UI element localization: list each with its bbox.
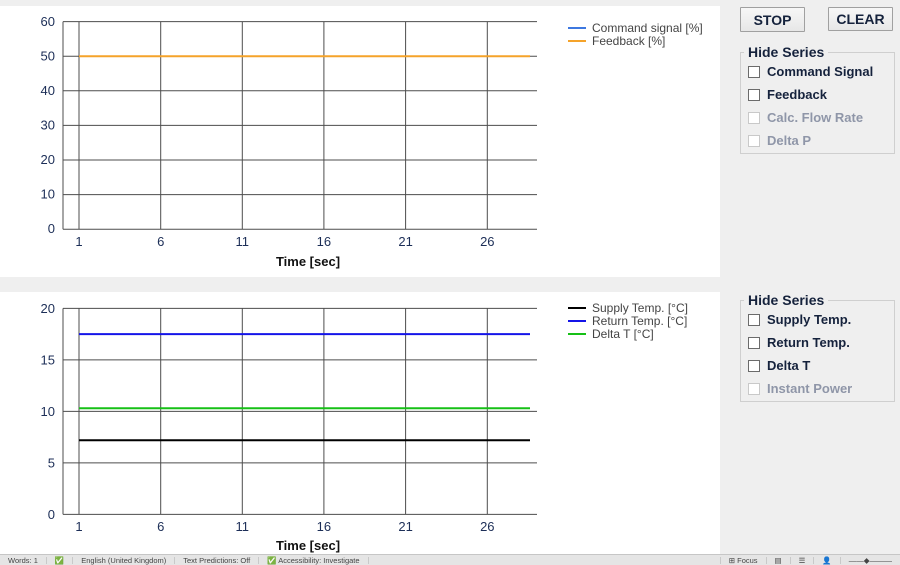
- svg-text:1: 1: [75, 519, 82, 534]
- svg-text:20: 20: [41, 152, 55, 167]
- svg-text:16: 16: [317, 519, 331, 534]
- svg-text:0: 0: [48, 507, 55, 522]
- svg-text:21: 21: [398, 234, 412, 249]
- svg-text:6: 6: [157, 519, 164, 534]
- svg-text:6: 6: [157, 234, 164, 249]
- svg-text:60: 60: [41, 14, 55, 29]
- svg-text:0: 0: [48, 221, 55, 236]
- svg-text:50: 50: [41, 49, 55, 64]
- svg-text:21: 21: [398, 519, 412, 534]
- svg-text:10: 10: [41, 187, 55, 202]
- svg-text:40: 40: [41, 83, 55, 98]
- svg-text:11: 11: [236, 519, 250, 534]
- svg-text:Time [sec]: Time [sec]: [276, 538, 340, 553]
- svg-text:16: 16: [317, 234, 331, 249]
- svg-text:26: 26: [480, 234, 494, 249]
- svg-text:1: 1: [75, 234, 82, 249]
- svg-text:20: 20: [41, 301, 55, 316]
- svg-text:11: 11: [236, 234, 250, 249]
- svg-text:Time [sec]: Time [sec]: [276, 254, 340, 269]
- svg-text:15: 15: [41, 353, 55, 368]
- svg-text:10: 10: [41, 404, 55, 419]
- svg-text:26: 26: [480, 519, 494, 534]
- svg-text:5: 5: [48, 456, 55, 471]
- svg-text:30: 30: [41, 118, 55, 133]
